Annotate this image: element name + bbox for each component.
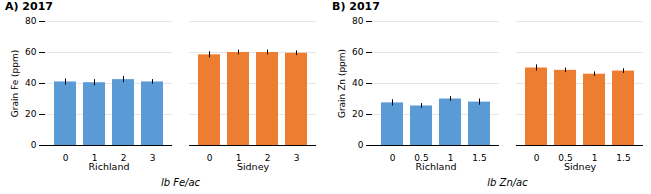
svg-text:1: 1	[91, 152, 98, 163]
svg-text:60: 60	[25, 47, 37, 57]
svg-text:Grain Fe (ppm): Grain Fe (ppm)	[10, 50, 20, 118]
svg-text:1: 1	[591, 152, 598, 163]
svg-text:2: 2	[264, 152, 271, 163]
svg-text:0: 0	[63, 153, 69, 163]
svg-text:20: 20	[352, 109, 364, 119]
svg-text:1: 1	[235, 152, 242, 163]
svg-text:3: 3	[150, 153, 156, 163]
svg-text:Sidney: Sidney	[237, 161, 270, 172]
svg-text:40: 40	[352, 78, 364, 88]
svg-text:0: 0	[390, 153, 396, 163]
html-text:lb Zn/ac: lb Zn/ac	[487, 177, 528, 188]
svg-text:0.5: 0.5	[414, 152, 429, 163]
html-text:A) 2017: A) 2017	[5, 0, 53, 13]
svg-text:Sidney: Sidney	[564, 161, 597, 172]
svg-text:40: 40	[25, 78, 37, 88]
svg-text:80: 80	[25, 16, 37, 26]
svg-text:Grain Zn (ppm): Grain Zn (ppm)	[337, 49, 347, 118]
svg-text:0: 0	[31, 140, 37, 150]
svg-text:80: 80	[352, 16, 364, 26]
svg-text:0: 0	[534, 153, 540, 163]
svg-text:0: 0	[207, 153, 213, 163]
svg-text:3: 3	[294, 153, 300, 163]
html-text:lb Fe/ac: lb Fe/ac	[160, 177, 201, 188]
svg-text:2: 2	[120, 152, 127, 163]
html-text:B) 2017: B) 2017	[332, 0, 380, 13]
svg-text:Richland: Richland	[416, 161, 457, 172]
svg-text:1.5: 1.5	[472, 153, 486, 163]
svg-text:0.5: 0.5	[558, 152, 573, 163]
svg-text:60: 60	[352, 47, 364, 57]
svg-text:20: 20	[25, 109, 37, 119]
svg-text:0: 0	[358, 140, 364, 150]
svg-text:1.5: 1.5	[616, 153, 630, 163]
svg-text:Richland: Richland	[89, 161, 130, 172]
svg-text:1: 1	[447, 152, 454, 163]
